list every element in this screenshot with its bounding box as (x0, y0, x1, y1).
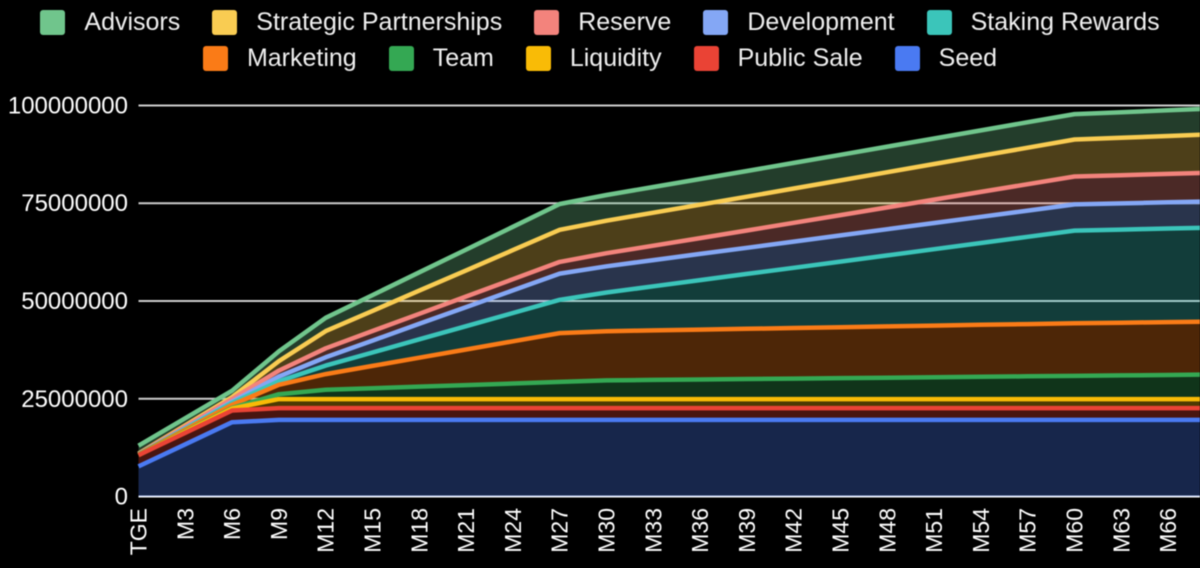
svg-text:M48: M48 (874, 508, 900, 553)
svg-text:100000000: 100000000 (8, 93, 128, 120)
svg-text:0: 0 (115, 484, 128, 511)
svg-text:M3: M3 (172, 508, 198, 540)
svg-text:M63: M63 (1108, 508, 1134, 553)
svg-text:M45: M45 (828, 508, 854, 553)
svg-text:M21: M21 (453, 508, 479, 553)
svg-text:M54: M54 (968, 508, 994, 553)
svg-text:M39: M39 (734, 508, 760, 553)
svg-text:M30: M30 (594, 508, 620, 553)
svg-text:M18: M18 (406, 508, 432, 553)
svg-text:M15: M15 (360, 508, 386, 553)
svg-text:M33: M33 (640, 508, 666, 553)
svg-text:TGE: TGE (126, 508, 152, 555)
svg-text:M36: M36 (687, 508, 713, 553)
svg-text:M24: M24 (500, 508, 526, 553)
svg-text:M9: M9 (266, 508, 292, 540)
svg-text:M6: M6 (219, 508, 245, 540)
svg-text:M27: M27 (547, 508, 573, 553)
svg-text:M42: M42 (781, 508, 807, 553)
svg-text:25000000: 25000000 (21, 386, 128, 413)
svg-text:50000000: 50000000 (21, 288, 128, 315)
svg-text:M57: M57 (1015, 508, 1041, 553)
svg-text:75000000: 75000000 (21, 190, 128, 217)
svg-text:M66: M66 (1155, 508, 1181, 553)
svg-text:M60: M60 (1062, 508, 1088, 553)
svg-text:M12: M12 (313, 508, 339, 553)
svg-text:M51: M51 (921, 508, 947, 553)
